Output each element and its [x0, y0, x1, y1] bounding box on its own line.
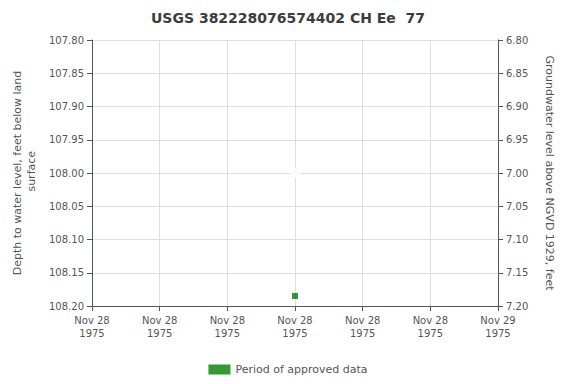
svg-text:1975: 1975 [418, 328, 443, 339]
svg-text:1975: 1975 [485, 328, 510, 339]
svg-text:1975: 1975 [215, 328, 240, 339]
svg-text:107.85: 107.85 [49, 68, 84, 79]
svg-text:Nov 28: Nov 28 [74, 315, 109, 326]
svg-text:Period of approved data: Period of approved data [235, 363, 367, 376]
svg-text:1975: 1975 [147, 328, 172, 339]
svg-text:surface: surface [25, 151, 38, 195]
svg-text:Groundwater level above NGVD 1: Groundwater level above NGVD 1929, feet [543, 55, 556, 291]
svg-text:Nov 29: Nov 29 [480, 315, 515, 326]
svg-text:Nov 28: Nov 28 [142, 315, 177, 326]
svg-text:108.00: 108.00 [49, 168, 84, 179]
svg-text:Nov 28: Nov 28 [413, 315, 448, 326]
svg-text:Depth to water level, feet bel: Depth to water level, feet below land [11, 71, 24, 276]
svg-text:7.10: 7.10 [506, 234, 528, 245]
svg-text:6.95: 6.95 [506, 134, 528, 145]
svg-text:108.05: 108.05 [49, 201, 84, 212]
svg-text:107.90: 107.90 [49, 101, 84, 112]
svg-text:1975: 1975 [79, 328, 104, 339]
svg-text:7.15: 7.15 [506, 267, 528, 278]
svg-text:6.80: 6.80 [506, 35, 528, 46]
svg-text:6.85: 6.85 [506, 68, 528, 79]
svg-text:1975: 1975 [350, 328, 375, 339]
svg-text:Nov 28: Nov 28 [277, 315, 312, 326]
svg-text:7.00: 7.00 [506, 168, 528, 179]
svg-text:Nov 28: Nov 28 [345, 315, 380, 326]
svg-text:USGS 382228076574402 CH Ee 77: USGS 382228076574402 CH Ee 77 [151, 10, 425, 26]
svg-text:1975: 1975 [282, 328, 307, 339]
svg-text:Nov 28: Nov 28 [210, 315, 245, 326]
svg-text:7.20: 7.20 [506, 301, 528, 312]
svg-text:107.95: 107.95 [49, 134, 84, 145]
svg-text:6.90: 6.90 [506, 101, 528, 112]
svg-text:108.20: 108.20 [49, 301, 84, 312]
svg-text:108.15: 108.15 [49, 267, 84, 278]
svg-text:7.05: 7.05 [506, 201, 528, 212]
svg-text:108.10: 108.10 [49, 234, 84, 245]
svg-text:107.80: 107.80 [49, 35, 84, 46]
